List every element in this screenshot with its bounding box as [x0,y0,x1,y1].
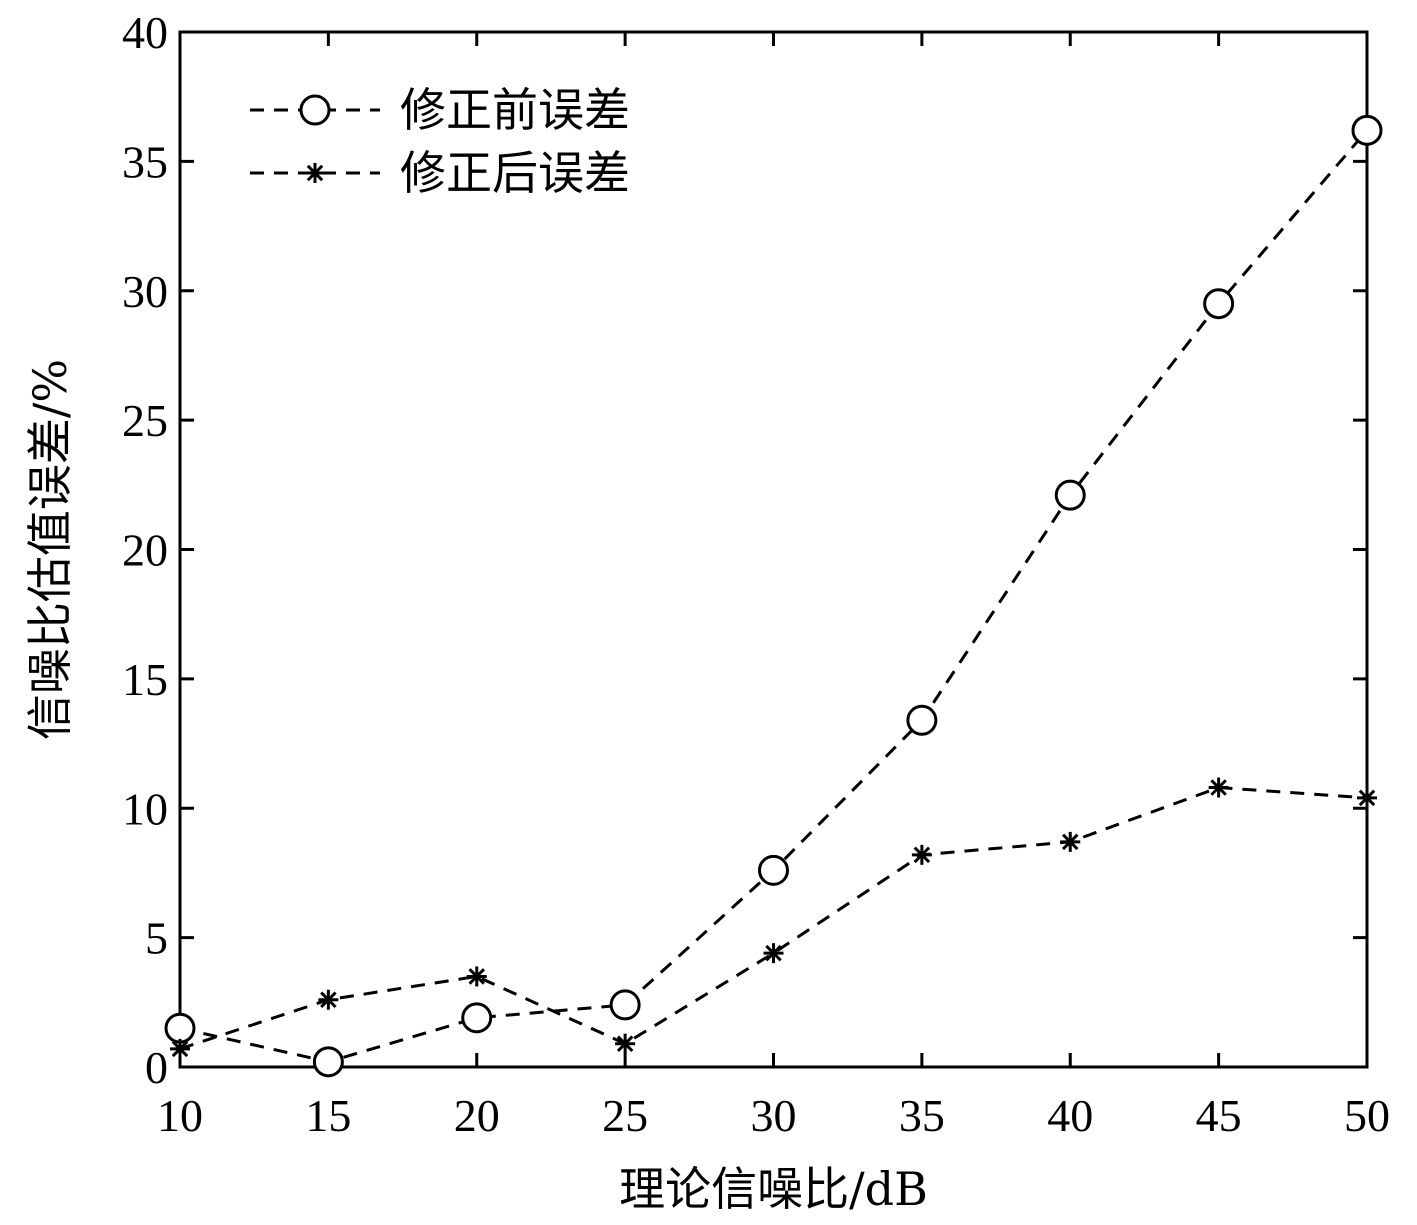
data-point-star [466,966,487,987]
y-tick-label: 40 [122,7,168,58]
y-tick-label: 5 [145,913,168,964]
legend-item: 修正前误差 [250,83,630,137]
legend-label: 修正后误差 [400,146,630,200]
data-point-star [1208,777,1229,798]
data-point-star [763,943,784,964]
x-tick-label: 50 [1344,1090,1390,1141]
data-point-circle [164,1012,196,1044]
series-layer [164,114,1383,1078]
legend-marker-circle [299,94,331,126]
data-point-circle [1203,288,1235,320]
data-point-circle [312,1046,344,1078]
y-tick-label: 35 [122,136,168,187]
plot-border [178,30,1369,1069]
x-tick-label: 40 [1047,1090,1093,1141]
x-tick-label: 30 [751,1090,797,1141]
legend-marker-star [305,163,325,183]
x-tick-label: 15 [305,1090,351,1141]
data-point-star [318,989,339,1010]
data-point-circle [461,1002,493,1034]
data-point-circle [758,854,789,886]
tick-labels: 10 15 20 25 30 35 40 45 50 0 5 10 15 20 25 30 35 40 [122,7,1390,1141]
x-tick-label: 45 [1196,1090,1242,1141]
series-line [179,129,1369,1064]
y-tick-label: 30 [122,266,168,317]
series-1 [164,114,1383,1078]
data-point-circle [1054,479,1086,511]
data-point-star [615,1033,636,1054]
data-point-star [911,844,932,865]
plot-frame [178,30,1369,1069]
data-point-star [1060,831,1081,852]
y-tick-label: 15 [122,654,168,705]
y-tick-label: 25 [122,395,168,446]
y-tick-label: 10 [122,783,168,834]
series-line [179,786,1368,1051]
y-tick-label: 20 [122,525,168,576]
series-2 [170,777,1377,1059]
data-point-circle [906,704,938,736]
y-axis-title: 信噪比估值误差/% [23,359,77,740]
axis-ticks [178,30,1369,1069]
data-point-star [1357,787,1377,808]
legend-item: 修正后误差 [250,146,630,200]
y-tick-label: 0 [145,1042,168,1093]
x-tick-label: 20 [454,1090,500,1141]
data-point-star [170,1038,190,1059]
legend-label: 修正前误差 [400,83,630,137]
x-axis-title: 理论信噪比/dB [619,1162,928,1216]
x-tick-label: 35 [899,1090,945,1141]
x-tick-label: 25 [602,1090,648,1141]
data-point-circle [609,989,641,1021]
x-tick-label: 10 [157,1090,203,1141]
data-point-circle [1351,114,1383,146]
